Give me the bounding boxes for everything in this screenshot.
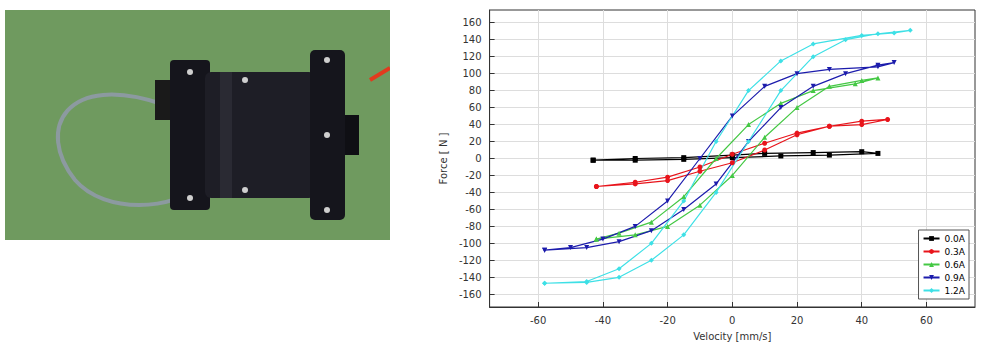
svg-text:-100: -100 xyxy=(459,238,482,249)
svg-text:0.6A: 0.6A xyxy=(945,260,966,270)
svg-text:-60: -60 xyxy=(530,315,546,326)
svg-text:80: 80 xyxy=(469,85,482,96)
svg-text:0.3A: 0.3A xyxy=(945,247,966,257)
svg-text:Force [ N ]: Force [ N ] xyxy=(438,132,449,184)
svg-text:20: 20 xyxy=(791,315,804,326)
svg-text:20: 20 xyxy=(469,136,482,147)
svg-text:-60: -60 xyxy=(465,204,481,215)
svg-text:60: 60 xyxy=(920,315,933,326)
svg-text:-20: -20 xyxy=(659,315,675,326)
svg-text:1.2A: 1.2A xyxy=(945,286,966,296)
svg-text:-140: -140 xyxy=(459,272,482,283)
svg-text:140: 140 xyxy=(463,34,482,45)
svg-text:0: 0 xyxy=(729,315,735,326)
svg-text:60: 60 xyxy=(469,102,482,113)
svg-text:0.9A: 0.9A xyxy=(945,273,966,283)
svg-text:Velocity [mm/s]: Velocity [mm/s] xyxy=(693,331,771,342)
svg-text:160: 160 xyxy=(463,17,482,28)
svg-text:-120: -120 xyxy=(459,255,482,266)
svg-text:-80: -80 xyxy=(465,221,481,232)
svg-text:0: 0 xyxy=(475,153,481,164)
svg-text:-160: -160 xyxy=(459,289,482,300)
svg-text:-40: -40 xyxy=(465,187,481,198)
svg-text:40: 40 xyxy=(469,119,482,130)
svg-text:-20: -20 xyxy=(465,170,481,181)
svg-text:100: 100 xyxy=(463,68,482,79)
svg-text:40: 40 xyxy=(855,315,868,326)
svg-text:120: 120 xyxy=(463,51,482,62)
svg-text:0.0A: 0.0A xyxy=(945,234,966,244)
svg-text:-40: -40 xyxy=(595,315,611,326)
